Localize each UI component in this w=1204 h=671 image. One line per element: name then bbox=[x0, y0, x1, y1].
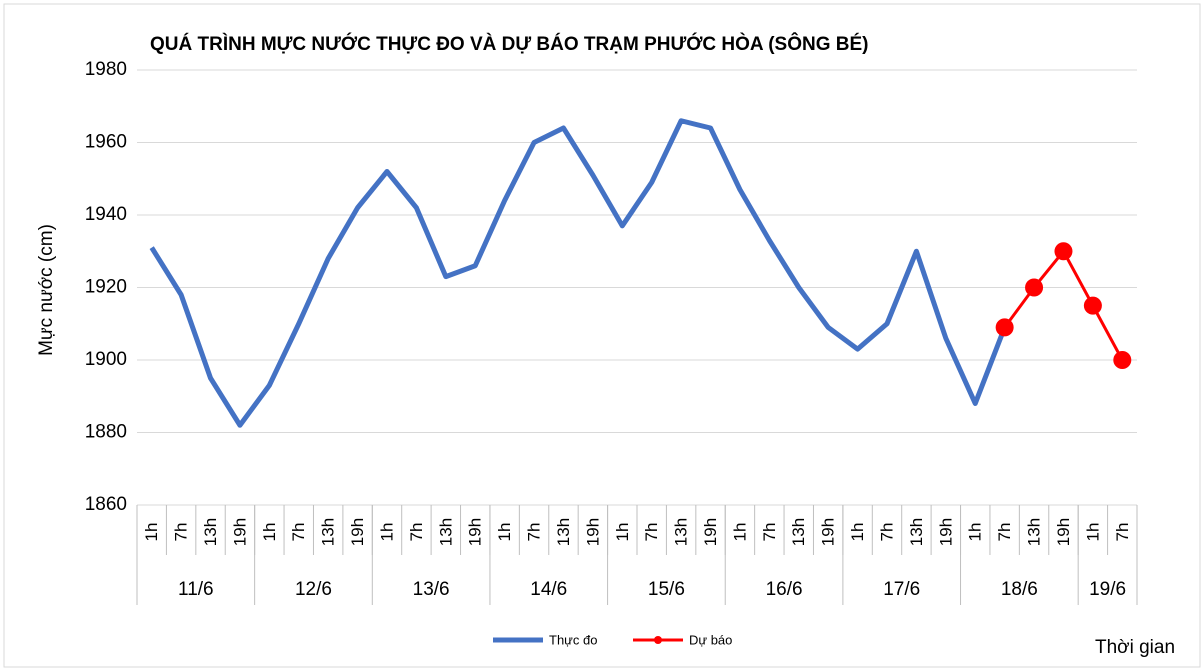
x-tick-label: 19h bbox=[819, 518, 838, 546]
group-label: 18/6 bbox=[1001, 579, 1038, 600]
group-label: 17/6 bbox=[883, 579, 920, 600]
group-label: 15/6 bbox=[648, 579, 685, 600]
group-label: 13/6 bbox=[413, 579, 450, 600]
chart-title: QUÁ TRÌNH MỰC NƯỚC THỰC ĐO VÀ DỰ BÁO TRẠ… bbox=[150, 33, 869, 55]
x-axis-label: Thời gian bbox=[1095, 637, 1175, 658]
x-tick-label: 1h bbox=[142, 523, 161, 542]
x-tick-label: 19h bbox=[1054, 518, 1073, 546]
x-tick-label: 7h bbox=[172, 523, 191, 542]
y-tick-label: 1980 bbox=[85, 59, 127, 80]
y-tick-label: 1880 bbox=[85, 422, 127, 443]
legend-label: Dự báo bbox=[689, 632, 732, 647]
x-tick-label: 13h bbox=[201, 518, 220, 546]
group-label: 19/6 bbox=[1089, 579, 1126, 600]
x-tick-label: 7h bbox=[760, 523, 779, 542]
legend-marker bbox=[654, 636, 662, 644]
x-tick-label: 1h bbox=[495, 523, 514, 542]
x-tick-label: 13h bbox=[672, 518, 691, 546]
group-label: 12/6 bbox=[295, 579, 332, 600]
chart-frame bbox=[3, 3, 1201, 668]
x-tick-label: 13h bbox=[554, 518, 573, 546]
group-label: 11/6 bbox=[178, 579, 214, 600]
marker bbox=[1113, 351, 1132, 369]
marker bbox=[1054, 242, 1073, 261]
x-tick-label: 13h bbox=[319, 518, 338, 546]
series-line bbox=[149, 118, 1007, 428]
marker bbox=[995, 318, 1014, 337]
x-tick-label: 1h bbox=[377, 523, 396, 542]
x-tick-label: 1h bbox=[848, 523, 867, 542]
x-tick-label: 7h bbox=[995, 523, 1014, 542]
x-tick-label: 1h bbox=[730, 523, 749, 542]
x-tick-label: 1h bbox=[260, 523, 279, 542]
x-tick-label: 19h bbox=[348, 518, 367, 546]
x-tick-label: 7h bbox=[525, 523, 544, 542]
legend-label: Thực đo bbox=[549, 632, 597, 647]
x-tick-label: 1h bbox=[1083, 523, 1102, 542]
x-tick-label: 13h bbox=[789, 518, 808, 546]
x-tick-label: 7h bbox=[407, 523, 426, 542]
y-tick-label: 1940 bbox=[85, 204, 127, 225]
group-label: 14/6 bbox=[530, 579, 567, 600]
x-tick-label: 7h bbox=[877, 523, 896, 542]
y-tick-label: 1920 bbox=[85, 277, 127, 298]
marker bbox=[1025, 278, 1044, 297]
x-tick-label: 1h bbox=[966, 523, 985, 542]
y-tick-label: 1960 bbox=[85, 132, 127, 153]
y-tick-label: 1900 bbox=[85, 349, 127, 370]
x-tick-label: 7h bbox=[1113, 523, 1132, 542]
y-tick-label: 1860 bbox=[85, 494, 127, 515]
x-tick-label: 13h bbox=[1025, 518, 1044, 546]
x-tick-label: 19h bbox=[230, 518, 249, 546]
x-tick-label: 7h bbox=[289, 523, 308, 542]
group-label: 16/6 bbox=[766, 579, 803, 600]
x-tick-label: 19h bbox=[466, 518, 485, 546]
y-axis-label: Mực nước (cm) bbox=[36, 224, 57, 356]
x-tick-label: 7h bbox=[642, 523, 661, 542]
x-tick-label: 19h bbox=[936, 518, 955, 546]
marker bbox=[1083, 296, 1102, 315]
x-tick-label: 1h bbox=[613, 523, 632, 542]
x-tick-label: 13h bbox=[907, 518, 926, 546]
x-tick-label: 13h bbox=[436, 518, 455, 546]
x-tick-label: 19h bbox=[701, 518, 720, 546]
x-tick-label: 19h bbox=[583, 518, 602, 546]
